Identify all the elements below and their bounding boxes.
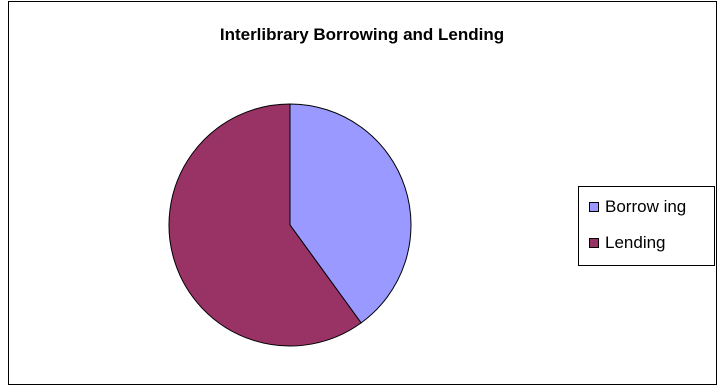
legend-label-borrowing: Borrow ing bbox=[605, 197, 687, 216]
chart-title: Interlibrary Borrowing and Lending bbox=[219, 25, 505, 44]
legend-item-borrowing: Borrow ing bbox=[589, 197, 686, 217]
pie-slice-lending bbox=[168, 103, 362, 347]
pie-slice-borrowing bbox=[289, 103, 412, 324]
legend-item-lending: Lending bbox=[589, 233, 666, 253]
legend-swatch-borrowing bbox=[589, 202, 599, 212]
legend-label-lending: Lending bbox=[605, 233, 666, 252]
legend-swatch-lending bbox=[589, 238, 599, 248]
legend: Borrow ing Lending bbox=[578, 186, 715, 266]
